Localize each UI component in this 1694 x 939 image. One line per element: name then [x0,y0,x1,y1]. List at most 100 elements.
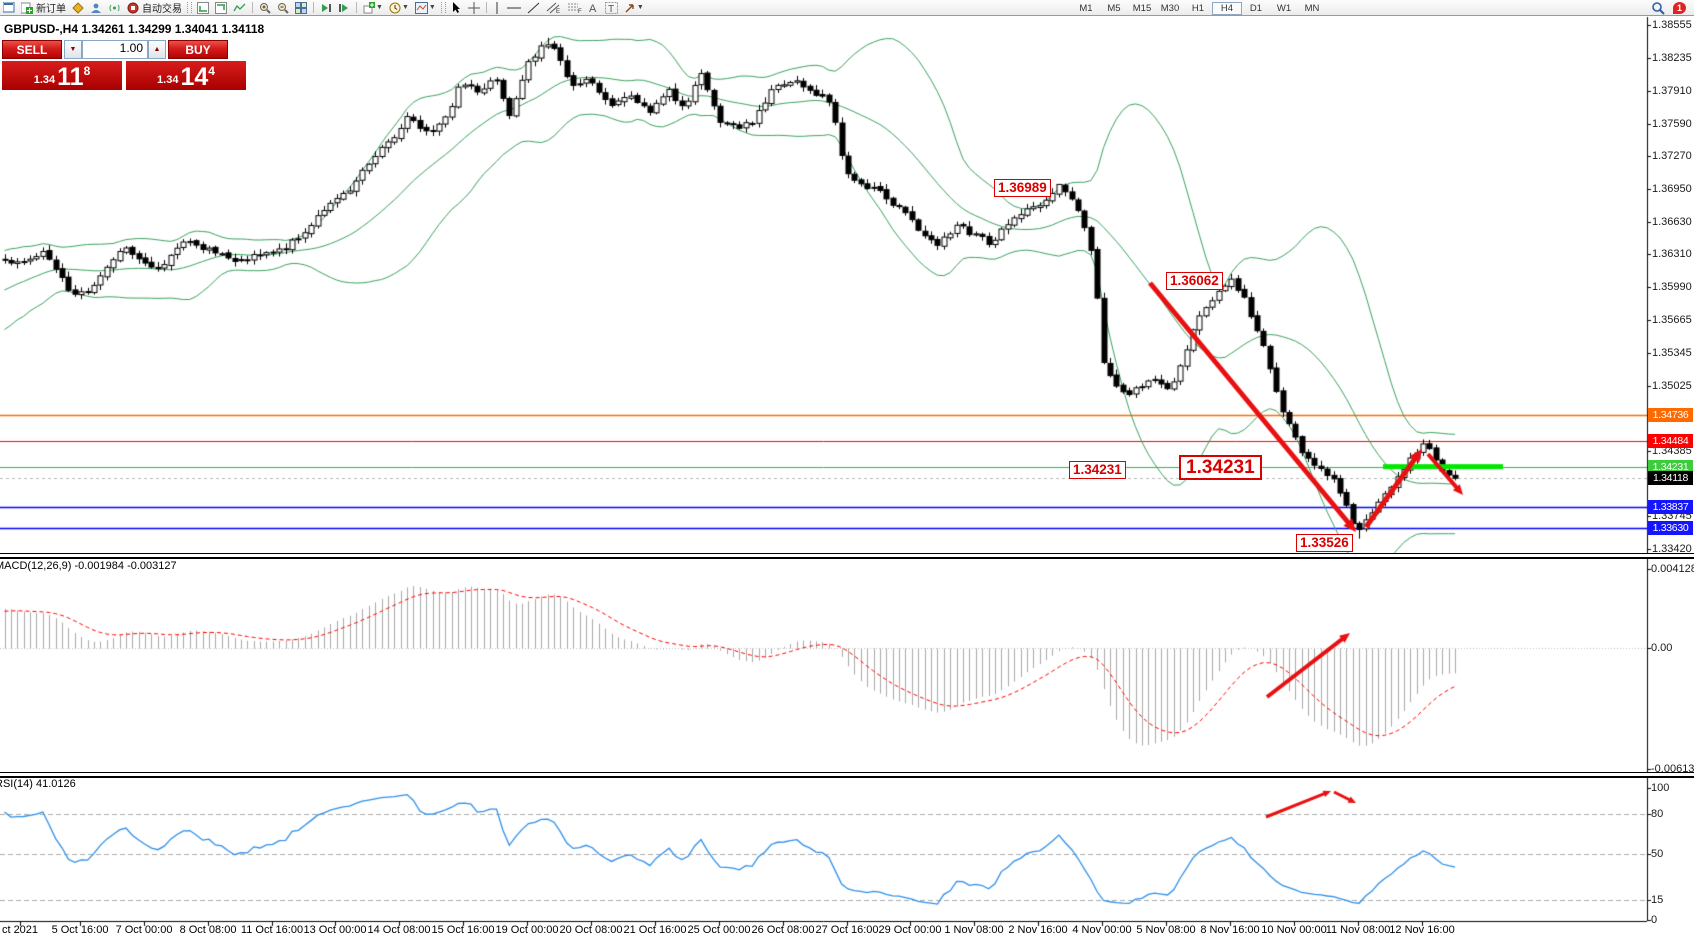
arrows-button[interactable]: ▼ [621,1,647,14]
price-axis-tick: 1.34385 [1652,444,1692,457]
date-axis-label: 20 Oct 08:00 [559,924,623,936]
toolbar-separator [485,2,487,13]
zoom-out-button[interactable] [274,1,292,14]
tile-windows-button[interactable] [292,1,310,14]
auto-trading-button[interactable]: 自动交易 [124,1,185,15]
main-toolbar: 新订单 自动交易 ▼ ▼ ▼ E F A T ▼ [0,0,1694,16]
macd-axis-tick: 0.004128 [1651,563,1694,575]
date-axis-label: 8 Oct 08:00 [179,924,237,936]
profile-icon [90,2,102,14]
standard-toolbar-group: 新订单 自动交易 ▼ ▼ ▼ E F A T ▼ [0,0,647,15]
new-order-button[interactable]: 新订单 [18,1,69,15]
signals-button[interactable] [105,1,124,14]
volume-decrease-button[interactable]: ▼ [64,40,82,59]
price-annotation-label[interactable]: 1.36989 [994,179,1051,197]
crosshair-button[interactable] [465,1,483,14]
search-icon[interactable] [1651,1,1665,15]
new-order-icon [20,2,33,14]
new-order-label: 新订单 [36,4,66,15]
price-axis-tick: 1.37590 [1652,117,1692,130]
price-annotation-label[interactable]: 1.34231 [1069,461,1126,479]
line-studies-button[interactable] [230,1,249,14]
date-axis-label: 19 Oct 00:00 [495,924,559,936]
notification-badge[interactable]: 1 [1673,1,1686,14]
buy-price-big: 14 [180,63,209,91]
template-icon [414,1,428,14]
rsi-pane-separator[interactable] [0,772,1694,778]
indicator-window-icon [197,1,209,14]
rsi-axis-tick: 50 [1651,848,1664,860]
cursor-icon [451,1,462,14]
sell-price-panel[interactable]: 1.34 11 8 [2,61,122,90]
indicator-window2-button[interactable] [212,1,230,14]
text-button[interactable]: A [585,1,602,15]
timeframe-d1[interactable]: D1 [1249,3,1263,14]
alerts-button[interactable] [69,1,87,14]
equidistant-channel-button[interactable]: E [543,1,564,15]
period-button[interactable]: ▼ [386,1,412,14]
horizontal-line-button[interactable] [504,1,524,14]
svg-text:E: E [556,9,560,14]
timeframe-mn[interactable]: MN [1304,3,1320,14]
fibonacci-button[interactable]: F [564,1,585,15]
price-axis-tick: 1.37270 [1652,150,1692,163]
price-axis-tick: 1.36630 [1652,215,1692,228]
sell-button[interactable]: SELL [2,40,62,59]
text-icon: A [588,2,599,15]
timeframe-h1[interactable]: H1 [1191,3,1205,14]
timeframe-m5[interactable]: M5 [1107,3,1121,14]
indicator-window-button[interactable] [194,1,212,14]
zoom-in-icon [259,2,271,14]
cursor-button[interactable] [448,1,465,14]
chart-shift-icon [338,2,350,14]
svg-text:T: T [608,4,614,14]
label-icon: T [604,1,618,15]
price-axis-tick: 1.35665 [1652,314,1692,327]
price-annotation-label[interactable]: 1.33526 [1296,534,1353,552]
volume-input[interactable]: 1.00 [82,40,148,59]
date-axis-label: 25 Oct 00:00 [687,924,751,936]
profile-button[interactable] [87,1,105,14]
trendline-button[interactable] [524,1,543,14]
sell-price-big: 11 [57,63,84,91]
arrow-object-icon [624,2,636,14]
macd-axis-tick: 0.00 [1651,642,1673,654]
vertical-line-icon [493,1,501,14]
price-level-label: 1.34736 [1648,408,1693,423]
buy-price-panel[interactable]: 1.34 14 4 [126,61,246,90]
zoom-in-button[interactable] [256,1,274,14]
charts-button[interactable] [0,1,18,14]
date-axis-label: 21 Oct 16:00 [623,924,687,936]
timeframe-w1[interactable]: W1 [1276,3,1292,14]
date-axis-label: 13 Oct 00:00 [303,924,367,936]
chart-shift-button[interactable] [335,1,353,14]
volume-increase-button[interactable]: ▲ [148,40,166,59]
macd-pane-separator[interactable] [0,553,1694,559]
rsi-axis-tick: 100 [1651,782,1670,794]
toolbar-grip[interactable] [440,2,446,13]
auto-scroll-button[interactable] [317,1,335,14]
timeframe-h4[interactable]: H4 [1212,2,1242,15]
timeframe-m1[interactable]: M1 [1079,3,1093,14]
chevron-down-icon: ▼ [376,4,383,11]
vertical-line-button[interactable] [490,1,504,14]
date-axis-label: 11 Nov 08:00 [1325,924,1391,936]
trendline-icon [527,2,540,14]
timeframe-m15[interactable]: M15 [1132,3,1152,14]
horizontal-line-icon [506,2,521,14]
date-axis-label: 4 Nov 00:00 [1072,924,1132,936]
timeframe-m30[interactable]: M30 [1160,3,1180,14]
date-axis-label: 2 Nov 16:00 [1008,924,1068,936]
price-level-label: 1.34231 [1648,459,1693,474]
toolbar-grip[interactable] [187,2,192,13]
price-axis-tick: 1.35025 [1652,379,1692,392]
buy-button[interactable]: BUY [168,40,228,59]
price-level-label: 1.33837 [1648,499,1693,514]
template-button[interactable]: ▼ [412,1,439,14]
price-annotation-label[interactable]: 1.36062 [1166,272,1223,290]
price-level-label: 1.34484 [1648,433,1693,448]
price-annotation-label[interactable]: 1.34231 [1179,455,1262,480]
text-label-button[interactable]: T [602,1,621,15]
add-indicator-button[interactable]: ▼ [360,1,386,14]
